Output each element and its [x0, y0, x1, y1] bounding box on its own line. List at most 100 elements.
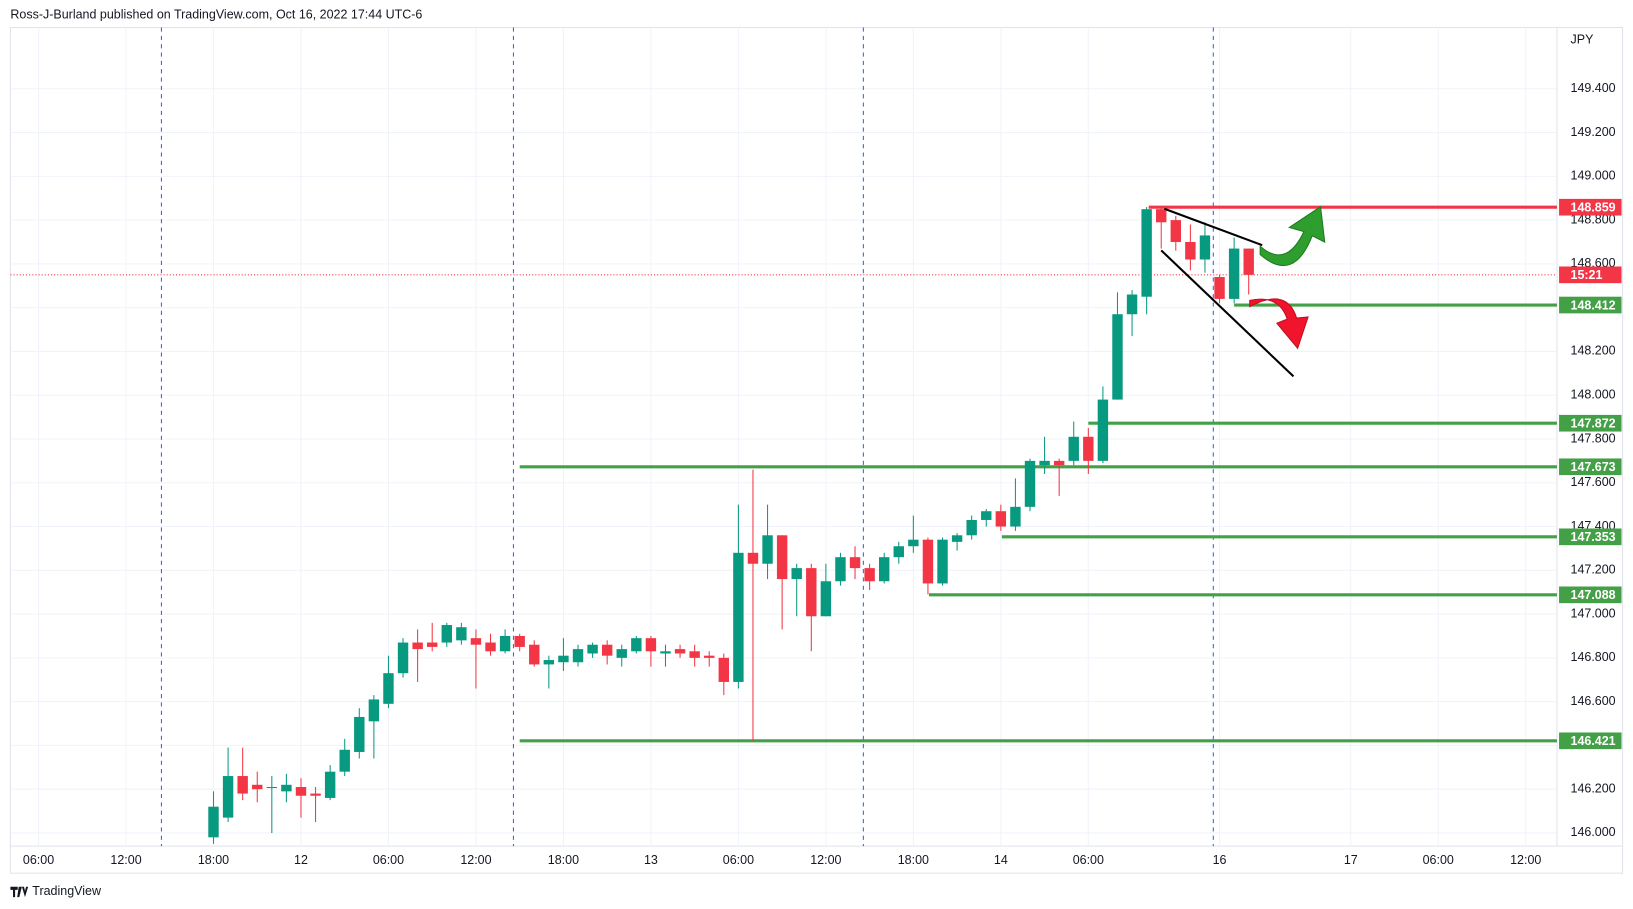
candle-body — [1228, 248, 1240, 299]
x-tick-label: 18:00 — [198, 853, 229, 867]
candle-body — [1083, 436, 1094, 461]
y-tick-label: 147.600 — [1571, 475, 1616, 489]
candle-body — [543, 660, 555, 665]
candle-body — [776, 535, 788, 580]
x-tick-label: 06:00 — [23, 853, 54, 867]
candle-body — [281, 784, 292, 792]
candle-body — [645, 638, 657, 652]
candle-body — [412, 642, 423, 650]
y-tick-label: 146.000 — [1571, 825, 1616, 839]
trend-line-lower — [1160, 249, 1295, 378]
candle-body — [1097, 399, 1109, 461]
level-label: 147.872 — [1571, 417, 1616, 431]
candle-body — [674, 649, 686, 654]
candle-body — [237, 776, 248, 794]
candle-body — [922, 539, 934, 584]
candle-body — [558, 655, 569, 663]
candle-body — [747, 552, 759, 564]
candle-body — [689, 651, 700, 658]
level-box — [1559, 296, 1622, 314]
candle-body — [252, 784, 263, 790]
candle-body — [1185, 241, 1196, 260]
candle-body — [529, 644, 540, 665]
candle-body — [485, 642, 496, 652]
candle-body — [324, 771, 336, 798]
level-label: 148.412 — [1571, 298, 1616, 312]
y-tick-label: 146.200 — [1571, 781, 1616, 795]
y-tick-label: 148.000 — [1571, 388, 1616, 402]
x-tick-label: 18:00 — [548, 853, 579, 867]
candle-body — [601, 644, 613, 656]
candle-body — [456, 627, 467, 641]
level-box — [1559, 586, 1622, 604]
candle-body — [908, 539, 919, 547]
candle-body — [951, 535, 963, 542]
header: Ross-J-Burland published on TradingView.… — [10, 7, 422, 21]
candle-body — [339, 749, 350, 772]
x-tick-label: 12:00 — [1510, 853, 1541, 867]
x-tick-label: 12:00 — [460, 853, 491, 867]
candle-body — [1141, 209, 1152, 297]
candle-body — [1199, 235, 1211, 260]
candle-body — [995, 511, 1007, 527]
y-tick-label: 148.800 — [1571, 212, 1616, 226]
candle-body — [893, 546, 904, 558]
x-tick-label: 06:00 — [1073, 853, 1104, 867]
grid — [10, 27, 1557, 847]
candle-body — [718, 657, 730, 682]
candle-body — [733, 552, 744, 682]
x-tick-label: 06:00 — [373, 853, 404, 867]
levels — [10, 205, 1557, 743]
candle-body — [1214, 277, 1225, 299]
candle-body — [616, 649, 627, 658]
y-tick-label: 147.800 — [1571, 431, 1616, 445]
y-tick-label: 149.200 — [1571, 125, 1616, 139]
candle-body — [587, 644, 598, 654]
arrow-down — [1249, 298, 1309, 350]
candle-body — [878, 557, 890, 582]
x-tick-label: 12 — [294, 853, 308, 867]
candle-body — [849, 557, 861, 569]
level-box — [1559, 198, 1622, 216]
candle-body — [572, 649, 584, 663]
candle-body — [806, 568, 817, 617]
x-tick-label: 13 — [644, 853, 658, 867]
x-tick-label: 16 — [1213, 853, 1227, 867]
candle-body — [1156, 209, 1167, 223]
x-tick-label: 06:00 — [1423, 853, 1454, 867]
y-tick-label: 146.800 — [1571, 650, 1616, 664]
candle-body — [514, 635, 525, 647]
level-label: 148.859 — [1571, 201, 1616, 215]
candle-body — [835, 557, 846, 582]
footer-text: TradingView — [32, 884, 102, 898]
candle-body — [660, 651, 671, 654]
level-box — [1559, 458, 1622, 476]
x-tick-label: 14 — [994, 853, 1008, 867]
candle-body — [966, 519, 977, 536]
logo — [10, 886, 29, 898]
candle-body — [762, 535, 773, 564]
candle-body — [222, 776, 234, 818]
axis: 146.000146.200146.400146.600146.800147.0… — [23, 81, 1622, 867]
candle-body — [1053, 460, 1065, 466]
y-tick-label: 147.200 — [1571, 563, 1616, 577]
session-lines — [160, 27, 1214, 847]
candle-body — [1112, 314, 1123, 400]
candle-body — [631, 638, 642, 652]
candle-body — [310, 793, 321, 796]
drawings — [1160, 205, 1326, 378]
level-label: 146.421 — [1571, 734, 1616, 748]
candle-body — [208, 806, 219, 838]
candle-body — [820, 581, 832, 617]
candle-body — [937, 539, 948, 584]
x-tick-label: 17 — [1344, 853, 1358, 867]
chart-frame — [9, 26, 1624, 874]
candle-body — [1024, 460, 1036, 507]
level-label: 147.673 — [1571, 460, 1616, 474]
candle-body — [368, 699, 380, 722]
level-box — [1559, 732, 1622, 750]
candle-body — [1010, 506, 1021, 527]
countdown-label: 15:21 — [1571, 268, 1603, 282]
trend-line-upper — [1163, 207, 1263, 247]
